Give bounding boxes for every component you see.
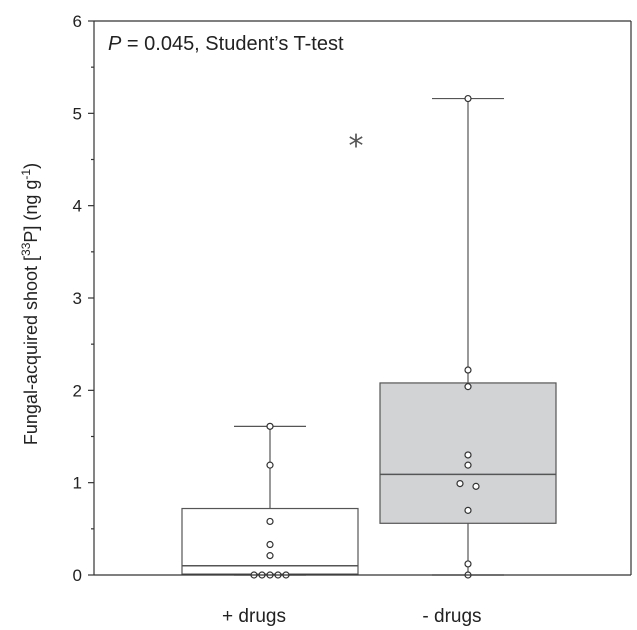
y-tick-label: 5 [73, 104, 82, 123]
minus-drugs-point [464, 451, 472, 459]
y-axis-label: Fungal-acquired shoot [33P] (ng g-1) [19, 163, 41, 445]
y-axis: 0 1 2 3 4 5 6 [73, 12, 94, 585]
y-axis-label-suffix: ) [21, 163, 41, 169]
p-value-text: = 0.045, Student’s T-test [121, 33, 344, 55]
p-value-annotation: P = 0.045, Student’s T-test [108, 33, 344, 55]
y-axis-label-element: P] (ng g [21, 180, 41, 243]
y-tick-label: 4 [73, 197, 82, 216]
x-axis-categories: + drugs - drugs [222, 606, 482, 627]
p-symbol: P [108, 33, 122, 55]
minus-drugs-box [379, 382, 557, 524]
minus-drugs-point [472, 482, 480, 490]
plus-drugs-point [266, 422, 274, 430]
plus-drugs-point [266, 552, 274, 560]
minus-drugs-label: - drugs [422, 606, 481, 627]
minus-drugs-point [464, 506, 472, 514]
plus-drugs-point [266, 540, 274, 549]
plus-drugs-point [266, 517, 274, 526]
box-plots [181, 97, 557, 576]
y-tick-label: 6 [73, 12, 82, 31]
minus-drugs-point [456, 479, 464, 488]
minus-drugs-point [464, 366, 472, 374]
y-axis-label-prefix: Fungal-acquired shoot [ [21, 256, 41, 445]
plus-drugs-point [266, 461, 274, 469]
minus-drugs-point [464, 94, 472, 103]
y-axis-label-isotope: 33 [19, 242, 33, 256]
y-tick-label: 3 [73, 289, 82, 308]
y-tick-label: 0 [73, 566, 82, 585]
minus-drugs-point [464, 560, 472, 568]
plus-drugs-label: + drugs [222, 606, 286, 627]
minus-drugs-point [464, 461, 472, 469]
y-tick-label: 1 [73, 474, 82, 493]
minus-drugs-point [464, 383, 472, 391]
y-tick-label: 2 [73, 381, 82, 400]
significance-marker: * [349, 129, 364, 164]
y-axis-label-exponent: -1 [19, 169, 33, 180]
